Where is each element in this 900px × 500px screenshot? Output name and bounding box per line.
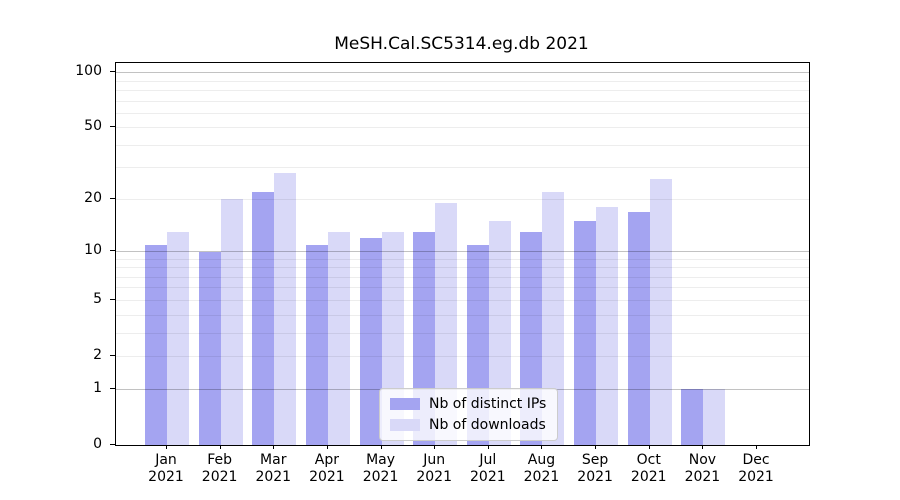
y-tick-100	[110, 71, 115, 73]
x-tick-sep	[595, 445, 597, 449]
x-tick-label-dec: Dec 2021	[738, 452, 774, 485]
x-tick-label-jul: Jul 2021	[470, 452, 506, 485]
x-tick-label-sep: Sep 2021	[577, 452, 613, 485]
bar-jan-downloads	[167, 232, 189, 445]
y-tick-label-50: 50	[84, 118, 102, 135]
gridline-minor-40	[116, 144, 809, 146]
bar-oct-distinct-ips	[627, 211, 650, 445]
gridline-minor-80	[116, 89, 809, 91]
bar-apr-distinct-ips	[305, 244, 328, 445]
x-tick-may	[380, 445, 382, 449]
legend-swatch-distinct-ips	[390, 398, 420, 410]
y-tick-20	[110, 197, 115, 199]
bar-jun-downloads	[435, 203, 458, 445]
bar-may-distinct-ips	[359, 238, 382, 445]
y-tick-1	[110, 387, 115, 389]
y-tick-label-100: 100	[75, 63, 102, 80]
y-tick-0	[110, 443, 115, 445]
plot-area: Nb of distinct IPs Nb of downloads	[115, 62, 810, 446]
gridline-minor-30	[116, 167, 809, 169]
legend-item-downloads: Nb of downloads	[390, 417, 546, 433]
y-tick-label-20: 20	[84, 189, 102, 206]
gridline-minor-8	[116, 267, 809, 269]
bar-feb-distinct-ips	[198, 251, 221, 445]
x-tick-nov	[702, 445, 704, 449]
bar-oct-downloads	[649, 179, 672, 445]
x-tick-jun	[434, 445, 436, 449]
legend: Nb of distinct IPs Nb of downloads	[379, 388, 559, 441]
x-tick-jan	[166, 445, 167, 449]
gridline-major-100	[116, 72, 809, 74]
gridline-minor-70	[116, 100, 809, 102]
gridline-minor-5	[116, 299, 809, 301]
chart-title: MeSH.Cal.SC5314.eg.db 2021	[334, 34, 589, 54]
bar-aug-downloads	[542, 192, 565, 445]
gridline-minor-90	[116, 80, 809, 82]
bar-jan-distinct-ips	[145, 244, 167, 445]
gridline-minor-4	[116, 314, 809, 316]
gridline-minor-7	[116, 276, 809, 278]
y-tick-label-0: 0	[93, 435, 102, 452]
legend-label-downloads: Nb of downloads	[429, 417, 546, 433]
gridline-minor-20	[116, 198, 809, 200]
legend-item-distinct-ips: Nb of distinct IPs	[390, 396, 546, 412]
x-tick-apr	[326, 445, 328, 449]
x-tick-feb	[219, 445, 221, 449]
y-tick-label-10: 10	[84, 242, 102, 258]
gridline-minor-60	[116, 112, 809, 114]
bar-mar-downloads	[274, 173, 297, 445]
gridline-minor-2	[116, 355, 809, 357]
bar-apr-downloads	[327, 232, 350, 445]
legend-swatch-downloads	[390, 419, 420, 431]
x-tick-label-apr: Apr 2021	[309, 452, 345, 485]
y-tick-10	[110, 250, 115, 251]
x-tick-label-aug: Aug 2021	[523, 452, 560, 485]
x-tick-label-feb: Feb 2021	[201, 452, 238, 485]
x-tick-jul	[487, 445, 489, 449]
y-tick-5	[110, 298, 115, 300]
bar-nov-downloads	[703, 389, 726, 445]
x-tick-mar	[273, 445, 275, 449]
gridline-minor-9	[116, 258, 809, 260]
gridline-minor-3	[116, 332, 809, 334]
x-tick-label-may: May 2021	[362, 452, 399, 485]
x-tick-label-mar: Mar 2021	[255, 452, 292, 485]
x-tick-label-oct: Oct 2021	[630, 452, 667, 485]
x-tick-label-jun: Jun 2021	[416, 452, 452, 485]
y-tick-label-5: 5	[93, 290, 102, 307]
bar-nov-distinct-ips	[681, 389, 704, 445]
x-tick-dec	[756, 445, 758, 449]
y-tick-2	[110, 354, 115, 356]
bar-mar-distinct-ips	[252, 192, 275, 445]
legend-label-distinct-ips: Nb of distinct IPs	[429, 396, 547, 412]
y-tick-label-1: 1	[93, 379, 102, 396]
bar-sep-downloads	[596, 207, 619, 445]
x-tick-label-nov: Nov 2021	[684, 452, 721, 485]
gridline-minor-50	[116, 127, 809, 129]
gridline-major-10	[116, 251, 809, 252]
x-tick-aug	[541, 445, 543, 449]
x-tick-label-jan: Jan 2021	[148, 452, 184, 485]
bar-feb-downloads	[220, 199, 243, 445]
gridline-minor-6	[116, 287, 809, 289]
y-tick-label-2: 2	[93, 346, 102, 363]
y-tick-50	[110, 126, 115, 128]
x-tick-oct	[648, 445, 650, 449]
bar-sep-distinct-ips	[574, 221, 597, 445]
